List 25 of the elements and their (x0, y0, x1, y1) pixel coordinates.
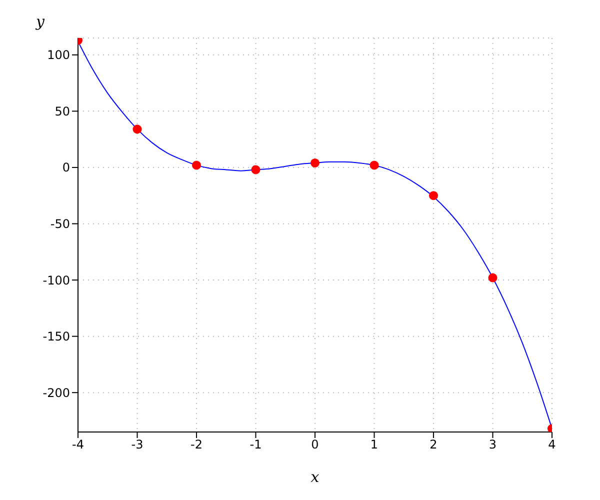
x-tick-label: 3 (488, 438, 497, 452)
x-tick-label: 4 (548, 438, 556, 452)
point (370, 160, 379, 170)
point (192, 160, 202, 170)
y-tick-label: -100 (42, 273, 70, 288)
y-tick-label: 100 (47, 48, 70, 62)
point (251, 165, 260, 174)
y-tick-label: -50 (50, 217, 70, 232)
point (310, 158, 320, 168)
y-axis-title: y (35, 12, 45, 31)
x-tick-label: 2 (430, 438, 438, 452)
y-tick-label: -150 (42, 330, 70, 344)
x-tick-label: -1 (250, 438, 262, 452)
x-axis-title: x (310, 468, 320, 486)
x-tick-label: -2 (190, 438, 202, 452)
point (428, 191, 438, 200)
x-tick-label: -3 (131, 438, 144, 452)
y-tick-label: 50 (54, 104, 70, 118)
x-tick-label: 1 (370, 438, 378, 452)
y-tick-label: 0 (62, 160, 70, 175)
x-tick-label: 0 (311, 438, 319, 452)
y-tick-label: -200 (42, 386, 70, 400)
point (488, 273, 498, 282)
point (132, 124, 142, 134)
x-tick-label: -4 (72, 438, 84, 452)
